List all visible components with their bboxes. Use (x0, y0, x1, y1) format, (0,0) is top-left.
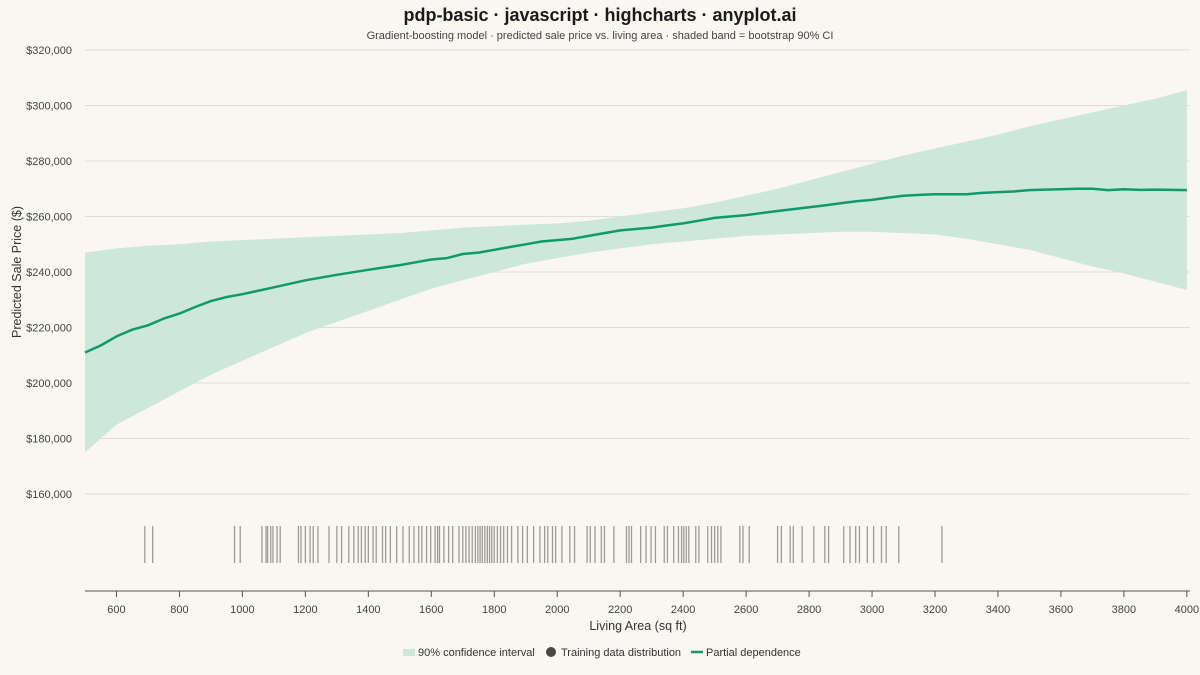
y-tick-label: $300,000 (26, 101, 72, 113)
x-tick-label: 2200 (608, 604, 632, 616)
x-tick-label: 2400 (671, 604, 695, 616)
x-tick-label: 4000 (1175, 604, 1199, 616)
legend-label-training-data: Training data distribution (561, 647, 681, 659)
x-tick-label: 1400 (356, 604, 380, 616)
x-tick-label: 1800 (482, 604, 506, 616)
legend-item-partial-dependence[interactable]: Partial dependence (691, 647, 801, 659)
y-tick-label: $280,000 (26, 156, 72, 168)
legend-item-training-data[interactable]: Training data distribution (546, 647, 681, 659)
y-tick-label: $160,000 (26, 489, 72, 501)
legend-label-partial-dependence: Partial dependence (706, 647, 801, 659)
training-data-rug (144, 526, 943, 563)
y-tick-label: $240,000 (26, 267, 72, 279)
y-tick-label: $260,000 (26, 212, 72, 224)
x-tick-label: 1200 (293, 604, 317, 616)
y-tick-label: $320,000 (26, 45, 72, 57)
legend-item-confidence-interval[interactable]: 90% confidence interval (403, 647, 535, 659)
x-axis-title: Living Area (sq ft) (589, 619, 686, 633)
x-tick-label: 3400 (986, 604, 1010, 616)
x-tick-label: 3200 (923, 604, 947, 616)
chart-title: pdp-basic · javascript · highcharts · an… (403, 5, 796, 25)
legend-dot-swatch (546, 647, 556, 657)
legend-band-swatch (403, 649, 415, 656)
y-tick-label: $200,000 (26, 378, 72, 390)
x-tick-label: 1000 (230, 604, 254, 616)
x-tick-label: 1600 (419, 604, 443, 616)
x-tick-label: 2600 (734, 604, 758, 616)
confidence-band-area (85, 90, 1187, 453)
legend: 90% confidence interval Training data di… (403, 647, 801, 659)
x-tick-label: 3600 (1049, 604, 1073, 616)
y-axis-title: Predicted Sale Price ($) (10, 206, 24, 338)
y-tick-label: $220,000 (26, 323, 72, 335)
partial-dependence-line (84, 187, 1187, 354)
x-tick-label: 2800 (797, 604, 821, 616)
legend-label-confidence-interval: 90% confidence interval (418, 647, 535, 659)
x-tick-label: 3000 (860, 604, 884, 616)
chart-subtitle: Gradient-boosting model · predicted sale… (367, 30, 834, 42)
x-tick-label: 2000 (545, 604, 569, 616)
x-tick-label: 800 (170, 604, 188, 616)
x-tick-label: 600 (107, 604, 125, 616)
y-axis-tick-labels: $160,000 $180,000 $200,000 $220,000 $240,000… (26, 45, 72, 501)
x-axis-ticks: 600 800 1000 1200 1400 1600 1800 2000 2200 2400 26… (107, 591, 1199, 616)
x-tick-label: 3800 (1112, 604, 1136, 616)
y-tick-label: $180,000 (26, 434, 72, 446)
